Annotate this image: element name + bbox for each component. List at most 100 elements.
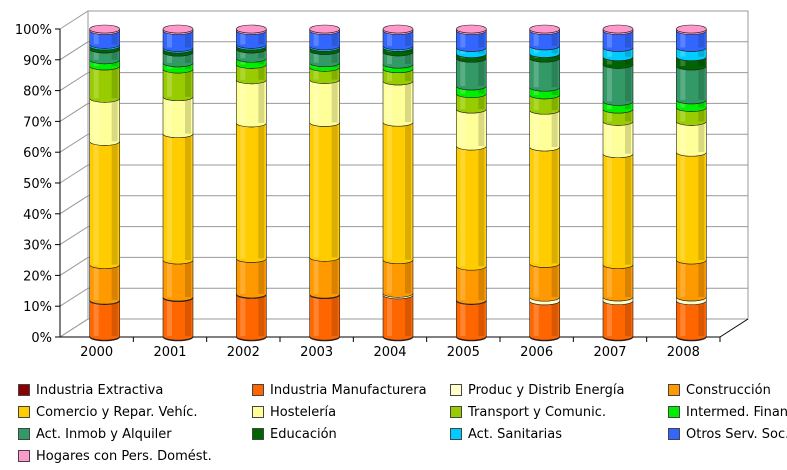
legend-swatch <box>450 406 462 418</box>
bar-top-cap <box>89 24 120 34</box>
bar-segment-shade <box>331 295 338 337</box>
bar-segment-highlight <box>460 86 466 94</box>
bar-segment-highlight <box>533 31 539 46</box>
bar-segment-shade <box>698 57 705 66</box>
bar-segment-shade <box>185 31 191 48</box>
bar-segment-shade <box>625 48 631 57</box>
bar-segment-shade <box>478 267 485 301</box>
y-tick-label: 0% <box>31 331 52 346</box>
bar-segment-highlight <box>460 267 466 301</box>
legend-item: Industria Manufacturera <box>252 382 427 398</box>
legend-item: Construcción <box>668 382 771 398</box>
bar-segment-highlight <box>167 134 172 260</box>
bar-segment-highlight <box>93 66 99 99</box>
bar-segment-highlight <box>240 123 246 259</box>
bar-segment-highlight <box>167 31 172 48</box>
bar-segment-shade <box>185 261 191 297</box>
bar-segment-shade <box>625 65 631 102</box>
bar-segment-highlight <box>387 295 392 337</box>
bar-segment-highlight <box>460 59 466 86</box>
y-tick-label: 60% <box>23 146 52 161</box>
bar-segment-shade <box>405 31 411 46</box>
y-tick-labels: 0% 10% 20% 30% 40% 50% 60% 70% 80% 90% 100% <box>15 23 52 346</box>
bar-segment-highlight <box>93 50 99 60</box>
bar-segment-highlight <box>533 301 539 337</box>
x-tick-label: 2001 <box>153 345 186 360</box>
bar-segment-highlight <box>680 153 686 260</box>
bar-segment-shade <box>698 100 705 108</box>
bar-segment-shade <box>185 63 191 70</box>
legend-label: Transport y Comunic. <box>468 404 607 420</box>
bar-segment-shade <box>478 94 485 110</box>
legend-item: Transport y Comunic. <box>450 404 606 420</box>
bar-segment-highlight <box>680 57 686 66</box>
y-tick-label: 30% <box>23 239 52 254</box>
legend-swatch <box>252 428 264 440</box>
bar-segment-highlight <box>387 31 392 46</box>
bar-segment-shade <box>698 108 705 122</box>
bar-segment-highlight <box>460 147 466 267</box>
bar-segment-highlight <box>313 295 319 337</box>
legend-label: Act. Inmob y Alquiler <box>36 426 172 442</box>
bar-segment-shade <box>478 31 485 48</box>
bar-segment-shade <box>258 259 265 294</box>
bar-segment-highlight <box>680 48 686 57</box>
bar-segment-highlight <box>607 265 612 297</box>
bar-segment-highlight <box>240 80 246 123</box>
bar-2005 <box>456 24 487 342</box>
bar-segment-highlight <box>167 97 172 134</box>
bar-segment-highlight <box>533 46 539 54</box>
legend-item: Comercio y Repar. Vehíc. <box>18 404 198 420</box>
bar-segment-shade <box>111 31 118 45</box>
bar-segment-shade <box>405 69 411 81</box>
bar-segment-highlight <box>387 260 392 294</box>
bar-2002 <box>236 24 267 342</box>
bar-segment-highlight <box>533 111 539 147</box>
bar-segment-shade <box>551 95 558 111</box>
bar-segment-shade <box>185 97 191 134</box>
bar-segment-highlight <box>167 53 172 63</box>
bar-segment-shade <box>185 134 191 260</box>
bar-segment-highlight <box>607 31 612 48</box>
bar-segment-highlight <box>680 31 686 48</box>
bar-top-cap <box>382 24 414 34</box>
bar-segment-shade <box>625 154 631 265</box>
bar-segment-shade <box>111 99 118 142</box>
bar-segment-highlight <box>387 81 392 123</box>
bar-segment-highlight <box>93 265 99 301</box>
bar-segment-shade <box>258 80 265 123</box>
y-tick-label: 90% <box>23 54 52 69</box>
y-tick-label: 70% <box>23 115 52 130</box>
bar-segment-shade <box>698 153 705 260</box>
bar-segment-shade <box>551 88 558 95</box>
bar-segment-shade <box>625 57 631 65</box>
bar-segment-highlight <box>607 57 612 65</box>
bar-2008 <box>676 24 707 342</box>
bar-segment-shade <box>331 258 338 295</box>
legend-label: Industria Manufacturera <box>270 382 427 398</box>
bar-segment-highlight <box>167 261 172 297</box>
y-tick-label: 40% <box>23 208 52 223</box>
bar-segment-shade <box>405 52 411 65</box>
y-tick-label: 100% <box>15 23 52 38</box>
legend-swatch <box>18 428 30 440</box>
bar-top-cap <box>676 24 707 34</box>
bar-segment-shade <box>478 48 485 54</box>
bar-segment-highlight <box>313 80 319 123</box>
legend: Industria Extractiva Industria Manufactur… <box>18 382 787 470</box>
bar-segment-shade <box>551 301 558 337</box>
x-tick-label: 2008 <box>667 345 700 360</box>
legend-swatch <box>450 384 462 396</box>
bar-segment-shade <box>551 31 558 46</box>
bar-segment-shade <box>331 68 338 80</box>
bar-segment-shade <box>698 66 705 100</box>
bar-segment-shade <box>405 260 411 294</box>
legend-label: Intermed. Financ. <box>686 404 787 420</box>
bar-segment-shade <box>111 50 118 60</box>
bar-segment-highlight <box>680 108 686 122</box>
legend-swatch <box>252 384 264 396</box>
x-tick-label: 2000 <box>80 345 113 360</box>
bar-segment-highlight <box>680 301 686 337</box>
y-tick-label: 10% <box>23 300 52 315</box>
